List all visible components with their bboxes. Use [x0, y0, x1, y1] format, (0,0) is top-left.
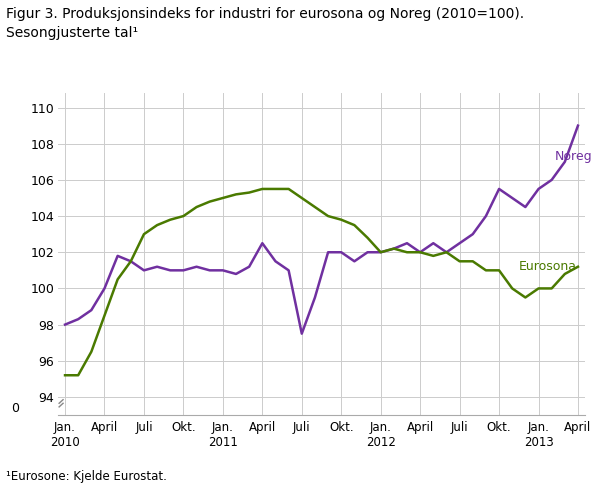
Text: Figur 3. Produksjonsindeks for industri for eurosona og Noreg (2010=100).
Sesong: Figur 3. Produksjonsindeks for industri …	[6, 7, 524, 40]
Text: ¹Eurosone: Kjelde Eurostat.: ¹Eurosone: Kjelde Eurostat.	[6, 470, 167, 483]
Text: 0: 0	[11, 402, 19, 415]
Text: Noreg: Noreg	[554, 150, 592, 163]
Text: Eurosona: Eurosona	[518, 260, 577, 273]
